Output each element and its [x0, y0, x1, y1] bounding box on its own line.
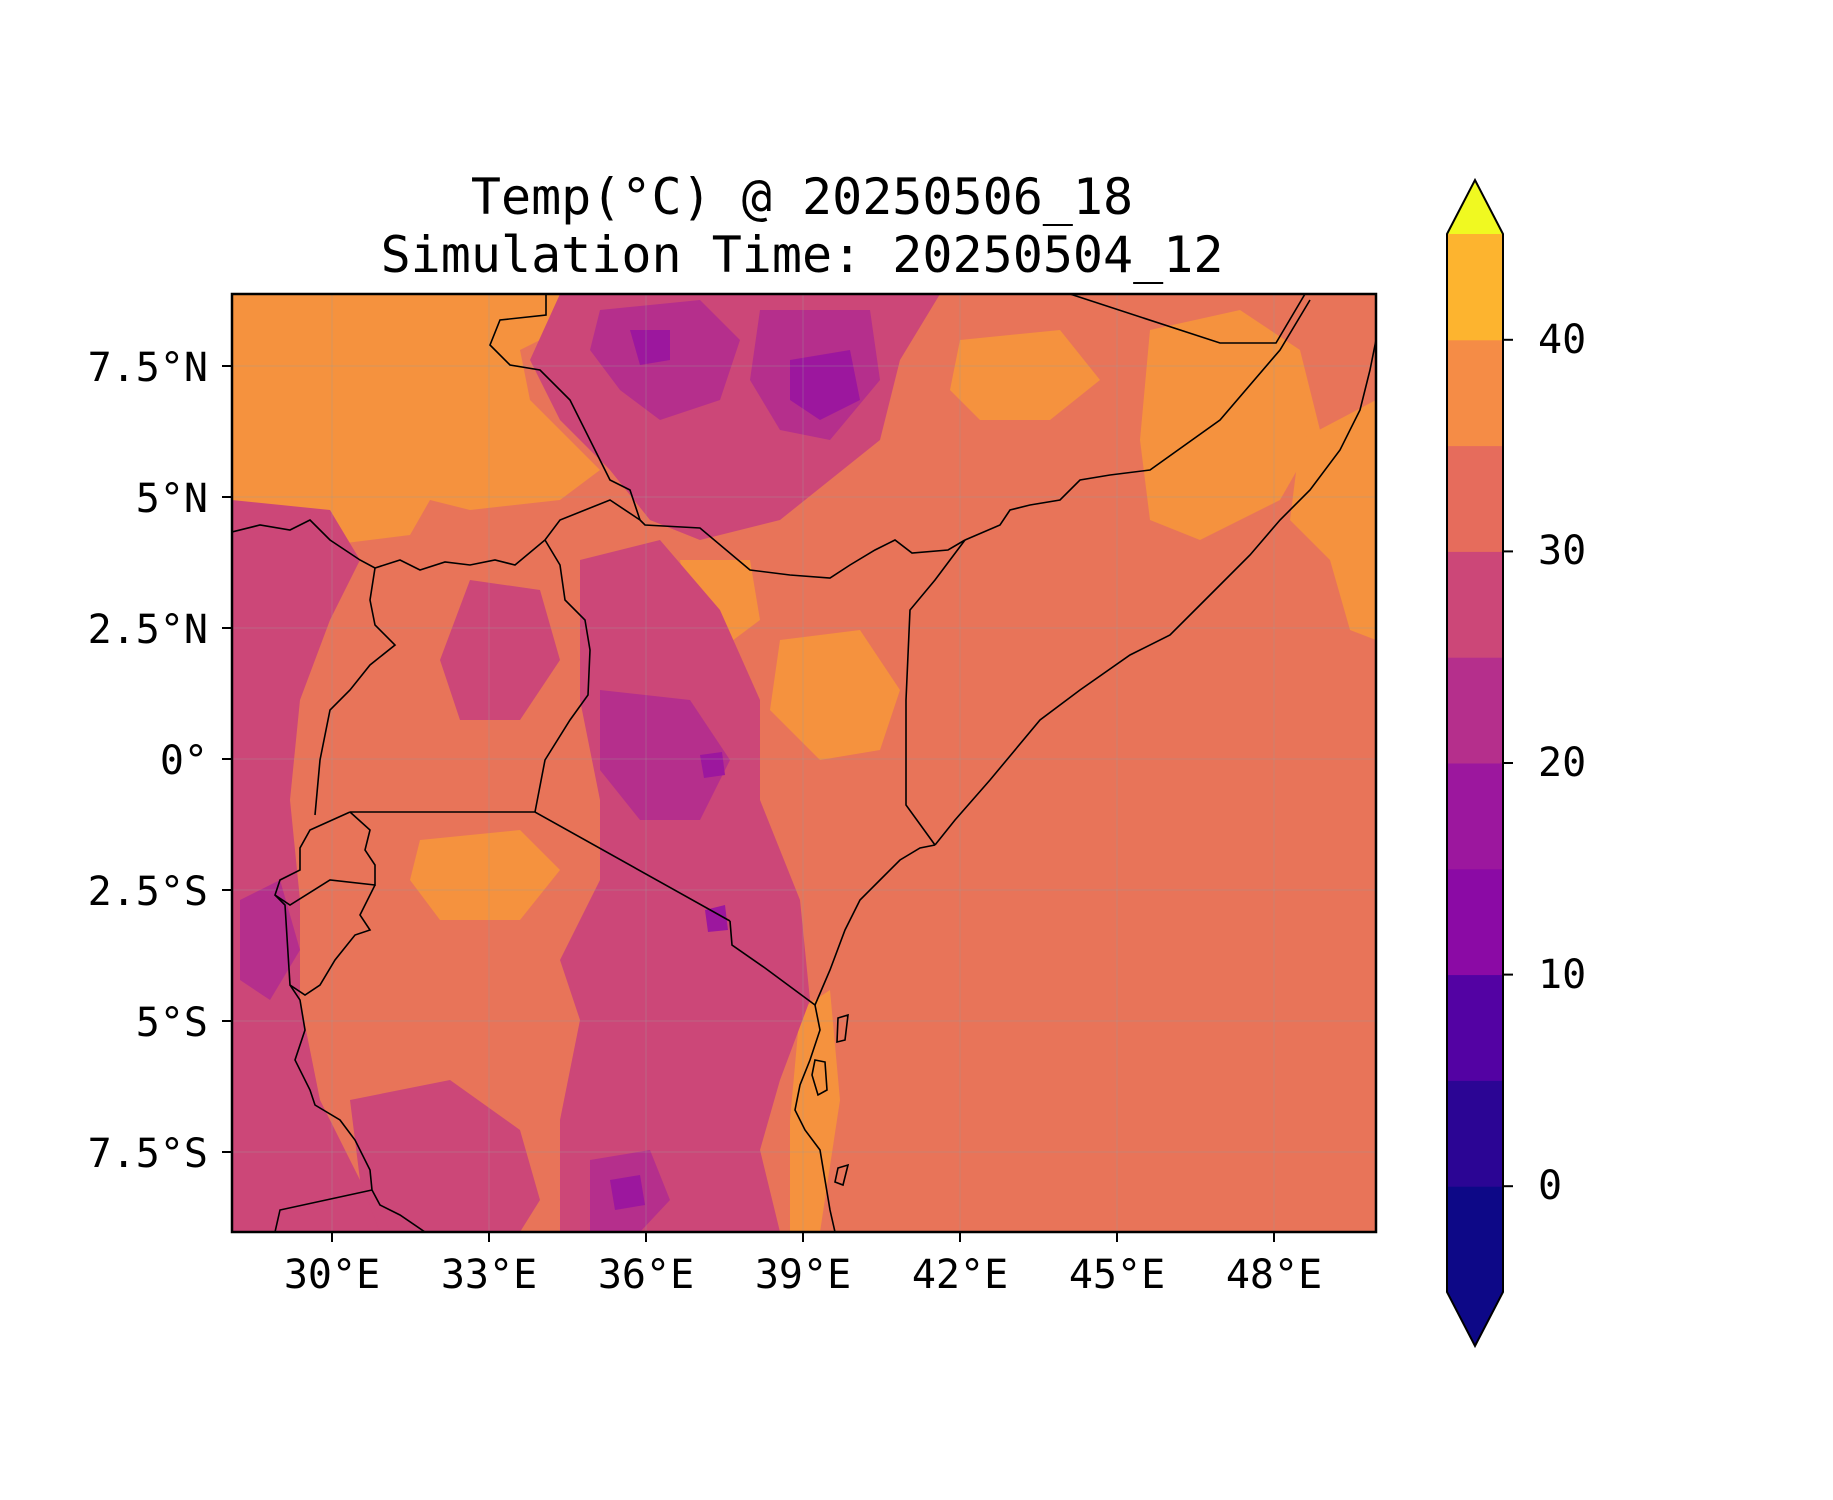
colorbar-label-40: 40 — [1538, 316, 1587, 363]
border-lake-tanganyika — [289, 984, 426, 1232]
lon-label-48E: 48°E — [1225, 1252, 1323, 1298]
colorbar-segment — [1447, 974, 1503, 1081]
colorbar-segment — [1447, 1186, 1503, 1293]
lat-label-5S: 5°S — [135, 1000, 208, 1046]
lat-label-5N: 5°N — [135, 476, 208, 522]
map-subtitle: Simulation Time: 20250504_12 — [380, 226, 1224, 284]
warm-region-somalia-coast — [1290, 400, 1376, 640]
colorbar — [1446, 177, 1513, 1349]
colorbar-label-30: 30 — [1538, 528, 1587, 575]
coastline-kenya — [814, 844, 936, 1006]
lat-label-2.5S: 2.5°S — [87, 869, 208, 915]
border-south-sudan-ethiopia — [489, 294, 641, 521]
cool-region-tanzania-west — [350, 1080, 540, 1232]
warm-region-northwest — [232, 294, 600, 545]
colorbar-segment — [1447, 551, 1503, 658]
gridlines — [232, 294, 1376, 1232]
coastline-tanzania — [794, 1004, 836, 1232]
lat-tick-marks — [222, 365, 232, 1153]
border-uganda-kenya — [534, 539, 591, 813]
lon-label-36E: 36°E — [597, 1252, 695, 1298]
lon-label-42E: 42°E — [911, 1252, 1009, 1298]
warm-region-northeast — [1140, 310, 1320, 540]
border-ethiopia-djibouti — [1069, 294, 1306, 344]
colorbar-segment — [1447, 234, 1503, 341]
cool-region-western — [232, 500, 420, 1232]
border-rwanda-burundi — [274, 811, 376, 906]
map-title: Temp(°C) @ 20250506_18 — [470, 168, 1134, 226]
lat-label-2.5N: 2.5°N — [87, 607, 208, 653]
island-mafia — [834, 1163, 850, 1187]
warm-region-tanzania — [410, 830, 560, 920]
lon-label-45E: 45°E — [1068, 1252, 1166, 1298]
colorbar-label-0: 0 — [1538, 1163, 1563, 1210]
lon-label-33E: 33°E — [440, 1252, 538, 1298]
border-ethiopia-kenya — [639, 519, 966, 579]
temperature-field — [232, 294, 1376, 1232]
border-somalia-coast — [934, 339, 1376, 846]
warm-region-ethiopia — [950, 330, 1100, 420]
border-zambia-tanzania — [274, 1189, 373, 1232]
colorbar-label-20: 20 — [1538, 740, 1587, 786]
lat-label-7.5N: 7.5°N — [87, 345, 208, 391]
cold-peak-kilimanjaro — [705, 905, 728, 932]
colorbar-segment — [1447, 763, 1503, 870]
warm-region-coast-strip — [790, 990, 840, 1232]
warm-region-kenya-plateau — [770, 630, 900, 760]
lon-label-39E: 39°E — [754, 1252, 852, 1298]
colorbar-extend-max — [1447, 180, 1503, 234]
country-borders — [232, 294, 1376, 1232]
border-burundi — [274, 884, 376, 996]
colorbar-segment — [1447, 339, 1503, 447]
colorbar-segment — [1447, 657, 1503, 764]
cold-core-kenya-highlands — [600, 690, 730, 820]
cold-peak-southern — [610, 1175, 645, 1210]
colorbar-segment — [1447, 868, 1503, 976]
border-kenya-somalia — [905, 539, 966, 846]
lon-label-30E: 30°E — [283, 1252, 381, 1298]
border-uganda-tanzania — [350, 811, 731, 922]
colorbar-extend-min — [1447, 1292, 1503, 1346]
cool-region-uganda — [440, 580, 560, 720]
border-ethiopia-somalia — [964, 299, 1311, 541]
lat-label-0: 0° — [159, 738, 208, 784]
cold-peak-ethiopia — [790, 350, 860, 420]
colorbar-segment — [1447, 1080, 1503, 1187]
island-zanzibar — [811, 1059, 828, 1097]
border-uganda-drc — [314, 567, 397, 816]
lat-label-7.5S: 7.5°S — [87, 1131, 208, 1177]
island-pemba — [836, 1013, 849, 1044]
lon-tick-marks — [331, 1232, 1275, 1242]
colorbar-segment — [1447, 445, 1503, 552]
colorbar-label-10: 10 — [1538, 951, 1587, 998]
border-kenya-tanzania — [729, 920, 816, 1006]
cold-peak-simien — [630, 330, 670, 365]
cold-peak-mount-kenya — [700, 752, 725, 778]
border-south-sudan-uganda — [232, 499, 641, 571]
colorbar-outline — [1446, 177, 1504, 1349]
